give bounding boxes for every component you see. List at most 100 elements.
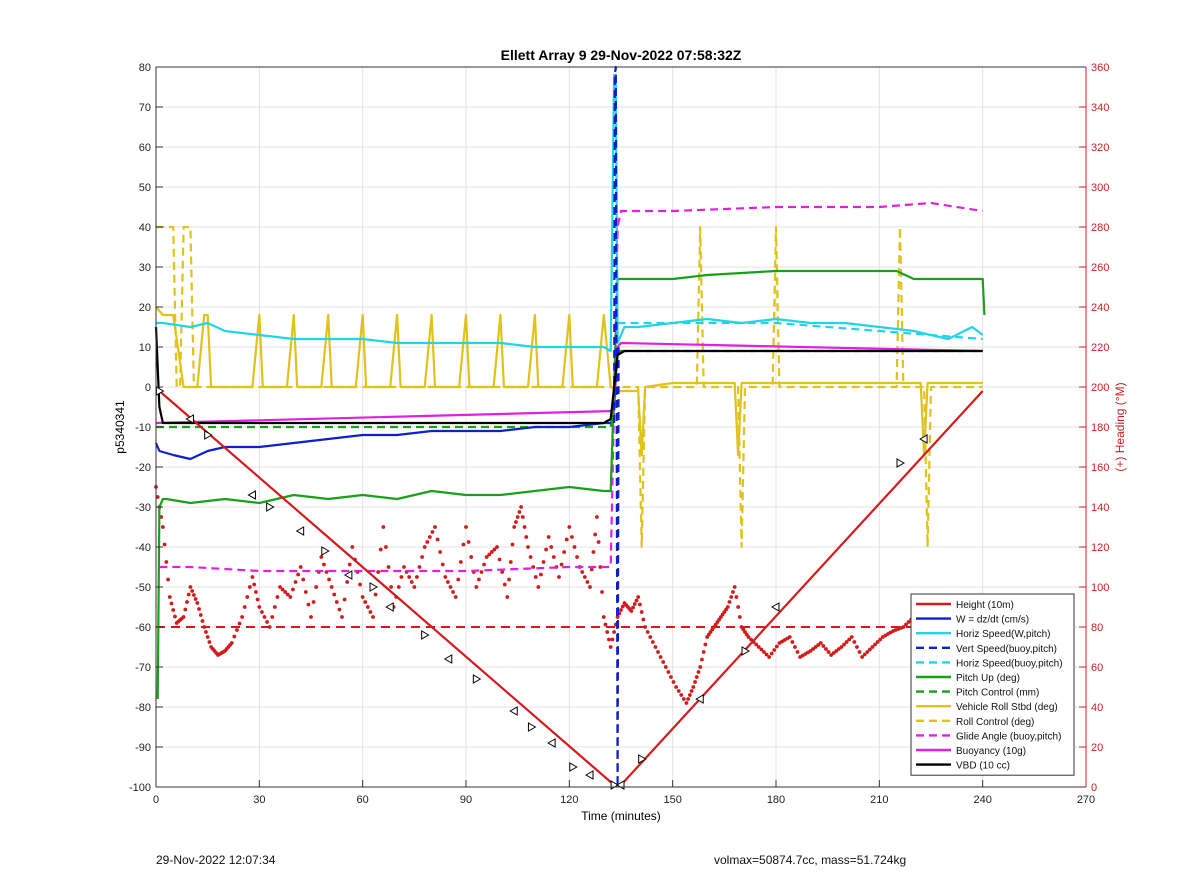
heading-point (309, 615, 313, 619)
heading-point (696, 670, 701, 674)
y-tick-label: -20 (135, 462, 151, 474)
x-tick-label: 60 (357, 794, 369, 806)
heading-point (207, 640, 212, 644)
heading-point (181, 615, 186, 619)
heading-point (612, 630, 617, 634)
height-marker (266, 502, 275, 512)
heading-point (510, 542, 515, 547)
y2-tick-label: 140 (1091, 502, 1109, 514)
y-axis-label: p5340341 (113, 400, 127, 454)
heading-point (580, 570, 585, 574)
heading-point (818, 641, 823, 645)
heading-point (508, 560, 513, 564)
heading-point (671, 680, 676, 684)
heading-point (185, 600, 189, 604)
heading-point (589, 567, 594, 572)
x-axis-label: Time (minutes) (581, 809, 661, 823)
heading-point (381, 525, 386, 529)
heading-point (166, 577, 170, 582)
heading-point (536, 585, 541, 589)
heading-point (322, 562, 326, 567)
height-marker (385, 602, 394, 612)
heading-point (862, 652, 867, 657)
y-tick-label: 10 (139, 342, 151, 354)
heading-point (875, 640, 880, 644)
heading-point (593, 532, 598, 537)
heading-point (656, 650, 660, 654)
heading-point (541, 560, 546, 564)
heading-point (564, 537, 569, 542)
heading-point (435, 537, 440, 542)
height-marker (569, 762, 578, 772)
footer-vehicle-info: volmax=50874.7cc, mass=51.724kg (714, 853, 907, 867)
heading-point (430, 530, 435, 534)
heading-point (446, 580, 450, 584)
y-tick-label: 0 (145, 382, 151, 394)
heading-point (808, 649, 813, 653)
heading-point (669, 675, 673, 679)
y2-tick-label: 240 (1091, 302, 1109, 314)
heading-point (492, 547, 497, 552)
heading-point (643, 625, 648, 629)
heading-point (653, 645, 658, 649)
heading-point (774, 644, 779, 649)
heading-point (570, 535, 574, 539)
heading-point (417, 565, 422, 569)
legend-entry: Pitch Control (mm) (956, 688, 1039, 699)
heading-point (684, 701, 689, 705)
heading-point (232, 634, 237, 639)
heading-point (255, 597, 260, 602)
heading-point (298, 565, 303, 569)
heading-point (415, 575, 419, 579)
heading-point (790, 640, 795, 644)
heading-point (190, 589, 195, 593)
height-marker (896, 458, 906, 468)
series-horiz-speed-w-pitch (156, 73, 984, 353)
heading-point (319, 555, 324, 559)
x-tick-label: 210 (870, 794, 888, 806)
heading-point (849, 635, 854, 639)
legend-entry: Roll Control (deg) (956, 717, 1034, 728)
heading-point (173, 614, 177, 619)
height-marker (919, 434, 928, 444)
heading-point (860, 655, 865, 659)
heading-point (873, 642, 877, 647)
heading-point (519, 505, 524, 509)
heading-point (567, 525, 572, 529)
heading-point (466, 540, 471, 544)
heading-point (477, 577, 481, 582)
y-tick-label: -100 (129, 782, 151, 794)
heading-point (368, 610, 373, 614)
heading-point (839, 645, 844, 649)
height-marker (369, 582, 379, 592)
y-tick-label: -40 (135, 542, 151, 554)
heading-point (345, 580, 350, 584)
height-marker (343, 570, 353, 580)
heading-point (495, 545, 499, 549)
heading-point (422, 545, 427, 549)
series-w-dz-dt-cm-s (154, 421, 611, 461)
heading-point (195, 601, 200, 605)
footer-timestamp: 29-Nov-2022 12:07:34 (156, 853, 276, 867)
y2-tick-label: 220 (1091, 342, 1109, 354)
heading-point (396, 585, 401, 589)
heading-point (402, 565, 406, 569)
heading-point (296, 572, 300, 577)
chart-title: Ellett Array 9 29-Nov-2022 07:58:32Z (501, 47, 742, 63)
heading-point (648, 635, 653, 639)
heading-point (603, 622, 608, 627)
heading-point (855, 645, 859, 649)
heading-point (736, 605, 741, 609)
heading-point (337, 607, 342, 612)
heading-point (270, 615, 275, 619)
heading-point (572, 545, 577, 549)
heading-point (847, 637, 852, 642)
heading-point (507, 577, 511, 582)
heading-point (857, 650, 862, 654)
heading-point (267, 625, 272, 629)
heading-point (314, 585, 319, 589)
height-marker (770, 602, 780, 612)
heading-point (283, 590, 288, 594)
y-tick-label: 70 (139, 102, 151, 114)
